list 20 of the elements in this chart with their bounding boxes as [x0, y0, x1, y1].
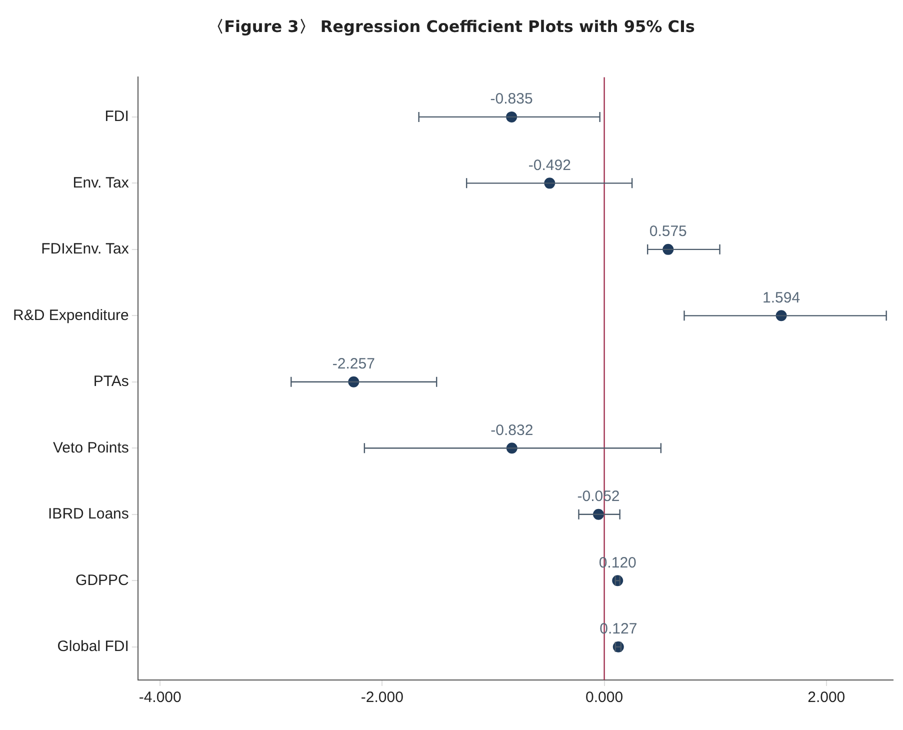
y-tick-label: PTAs	[93, 373, 129, 390]
y-tick-label: Env. Tax	[72, 174, 130, 192]
y-tick-label: R&D Expenditure	[12, 306, 129, 324]
data-label: -0.835	[490, 90, 533, 108]
data-label: -0.492	[528, 156, 571, 174]
chart-title: 〈Figure 3〉 Regression Coefficient Plots with 95% CIs	[208, 16, 695, 36]
y-tick-label: FDIxEnv. Tax	[41, 240, 130, 258]
data-label: 1.594	[762, 289, 800, 306]
y-tick-label: Veto Points	[53, 439, 129, 456]
x-tick-label: -2.000	[360, 689, 404, 706]
data-label: -0.832	[490, 422, 534, 439]
x-tick-label: -4.000	[138, 689, 182, 706]
x-tick-label: 2.000	[808, 689, 846, 706]
y-tick-label: FDI	[104, 108, 129, 126]
x-tick-label: 0.000	[586, 689, 624, 706]
y-tick-label: Global FDI	[57, 638, 129, 656]
data-label: -2.257	[332, 356, 375, 373]
data-label: 0.575	[649, 223, 687, 240]
y-tick-label: IBRD Loans	[48, 506, 129, 523]
y-tick-label: GDPPC	[76, 572, 130, 589]
